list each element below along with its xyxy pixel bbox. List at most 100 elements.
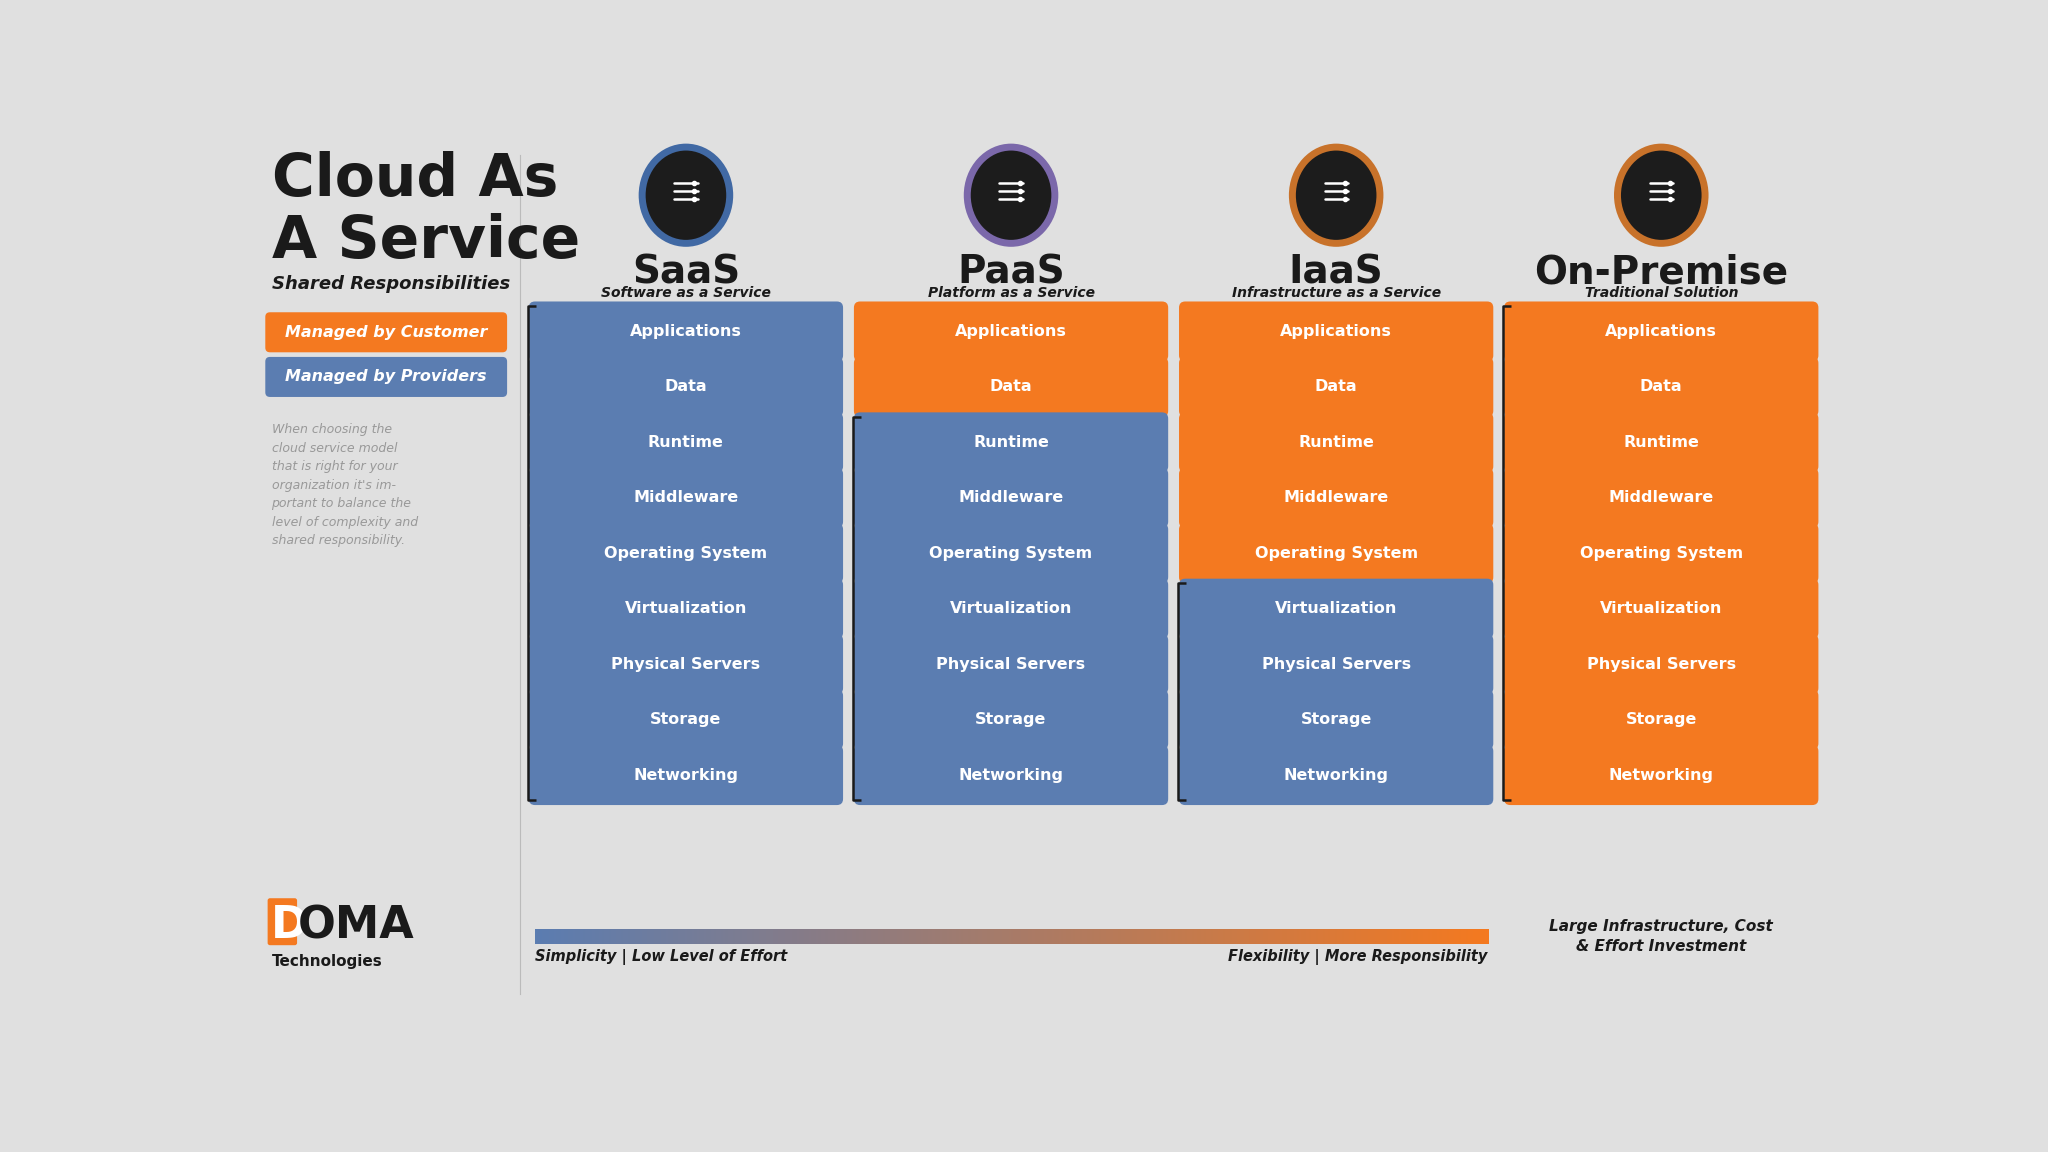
Text: Data: Data <box>1315 379 1358 394</box>
Text: Virtualization: Virtualization <box>1599 601 1722 616</box>
Bar <box>637 929 641 945</box>
Bar <box>1473 929 1477 945</box>
Text: Networking: Networking <box>1284 767 1389 782</box>
Bar <box>1251 929 1255 945</box>
Bar <box>713 929 717 945</box>
Bar <box>578 929 582 945</box>
Bar <box>1430 929 1434 945</box>
Bar <box>680 929 684 945</box>
Bar <box>997 929 1001 945</box>
Bar <box>1079 929 1083 945</box>
Bar <box>1438 929 1442 945</box>
Bar <box>1116 929 1120 945</box>
Bar <box>1260 929 1262 945</box>
Bar <box>1245 929 1247 945</box>
Bar <box>1151 929 1155 945</box>
Bar <box>535 929 539 945</box>
Bar <box>932 929 936 945</box>
Bar <box>776 929 780 945</box>
Bar <box>897 929 901 945</box>
FancyBboxPatch shape <box>1180 302 1493 362</box>
Bar <box>1409 929 1413 945</box>
Bar <box>975 929 979 945</box>
Text: Storage: Storage <box>651 712 721 727</box>
Bar <box>1020 929 1024 945</box>
Bar <box>1016 929 1020 945</box>
Bar <box>569 929 571 945</box>
Text: Physical Servers: Physical Servers <box>612 657 760 672</box>
Bar <box>1094 929 1098 945</box>
FancyBboxPatch shape <box>266 357 508 397</box>
Bar <box>1477 929 1481 945</box>
FancyBboxPatch shape <box>1503 690 1819 750</box>
Bar <box>1231 929 1235 945</box>
Bar <box>1432 929 1436 945</box>
Bar <box>1368 929 1372 945</box>
Bar <box>922 929 924 945</box>
FancyBboxPatch shape <box>1180 578 1493 638</box>
Bar <box>600 929 604 945</box>
Text: Networking: Networking <box>958 767 1063 782</box>
Bar <box>1108 929 1112 945</box>
Text: Networking: Networking <box>633 767 739 782</box>
Bar <box>575 929 580 945</box>
Bar <box>657 929 659 945</box>
Text: Operating System: Operating System <box>1579 546 1743 561</box>
Bar <box>649 929 653 945</box>
Text: Virtualization: Virtualization <box>625 601 748 616</box>
Bar <box>930 929 934 945</box>
Bar <box>1167 929 1171 945</box>
Bar <box>797 929 801 945</box>
Text: Software as a Service: Software as a Service <box>600 286 770 300</box>
FancyBboxPatch shape <box>1503 523 1819 583</box>
Text: Middleware: Middleware <box>1608 491 1714 506</box>
Bar <box>1130 929 1135 945</box>
Text: Infrastructure as a Service: Infrastructure as a Service <box>1231 286 1440 300</box>
Ellipse shape <box>971 151 1051 240</box>
Bar <box>1055 929 1059 945</box>
Bar <box>1208 929 1212 945</box>
Text: Large Infrastructure, Cost
& Effort Investment: Large Infrastructure, Cost & Effort Inve… <box>1550 919 1774 954</box>
Bar <box>928 929 932 945</box>
Text: When choosing the
cloud service model
that is right for your
organization it's i: When choosing the cloud service model th… <box>272 423 418 547</box>
Bar <box>537 929 541 945</box>
Bar <box>625 929 629 945</box>
Bar <box>647 929 651 945</box>
Bar <box>668 929 672 945</box>
Bar <box>815 929 819 945</box>
Bar <box>1282 929 1286 945</box>
Bar <box>780 929 784 945</box>
Bar <box>1427 929 1432 945</box>
Text: Managed by Customer: Managed by Customer <box>285 325 487 340</box>
Bar <box>1137 929 1141 945</box>
Bar <box>1372 929 1376 945</box>
Bar <box>762 929 766 945</box>
Bar <box>557 929 561 945</box>
Ellipse shape <box>1620 151 1702 240</box>
Bar <box>737 929 741 945</box>
Bar <box>969 929 973 945</box>
Bar <box>1444 929 1448 945</box>
Bar <box>1028 929 1032 945</box>
Bar <box>1059 929 1063 945</box>
Bar <box>1198 929 1202 945</box>
Bar <box>551 929 555 945</box>
Bar <box>645 929 649 945</box>
Bar <box>809 929 813 945</box>
Bar <box>692 929 696 945</box>
Ellipse shape <box>1288 144 1384 247</box>
Bar <box>711 929 715 945</box>
Text: Middleware: Middleware <box>1284 491 1389 506</box>
Bar <box>1264 929 1268 945</box>
Bar <box>1323 929 1327 945</box>
Bar <box>1034 929 1038 945</box>
Bar <box>1399 929 1403 945</box>
FancyBboxPatch shape <box>1180 412 1493 472</box>
Bar <box>899 929 903 945</box>
Bar <box>705 929 709 945</box>
Bar <box>987 929 991 945</box>
Text: Data: Data <box>989 379 1032 394</box>
Bar <box>709 929 713 945</box>
Bar <box>1087 929 1092 945</box>
Bar <box>1307 929 1311 945</box>
